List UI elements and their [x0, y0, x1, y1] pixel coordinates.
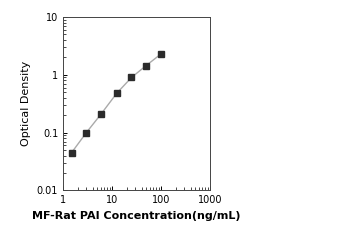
Y-axis label: Optical Density: Optical Density	[21, 61, 31, 146]
X-axis label: MF-Rat PAI Concentration(ng/mL): MF-Rat PAI Concentration(ng/mL)	[32, 211, 241, 221]
